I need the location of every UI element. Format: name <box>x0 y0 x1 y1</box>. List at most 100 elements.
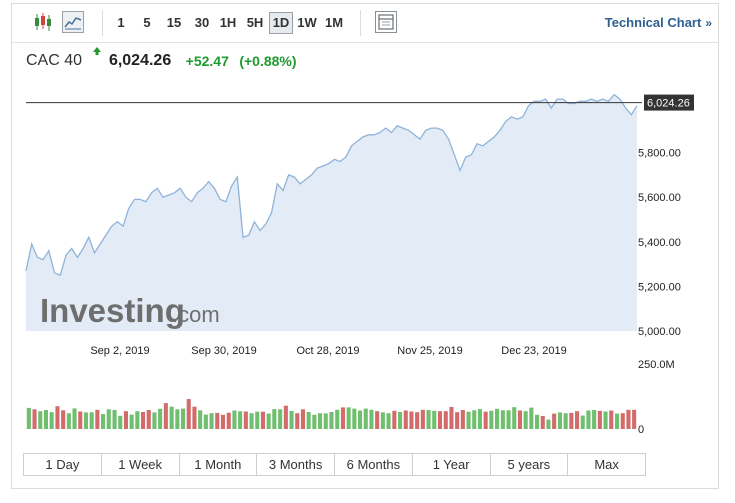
technical-chart-link[interactable]: Technical Chart» <box>605 15 712 30</box>
volume-bar <box>575 411 580 429</box>
range-5-years-button[interactable]: 5 years <box>491 454 569 475</box>
volume-bar <box>529 407 534 429</box>
volume-bar <box>306 412 311 429</box>
volume-bar <box>449 406 454 429</box>
volume-bar <box>215 412 220 429</box>
watermark-brand: Investing <box>40 292 185 329</box>
volume-bar <box>632 409 637 429</box>
interval-1h-button[interactable]: 1H <box>219 15 237 30</box>
x-tick-label: Sep 30, 2019 <box>191 345 256 357</box>
volume-bar <box>392 410 397 429</box>
volume-bar <box>398 412 403 429</box>
volume-bar <box>420 409 425 429</box>
volume-bar <box>129 414 134 429</box>
volume-bar <box>220 414 225 429</box>
volume-bar <box>603 411 608 429</box>
volume-bar <box>557 412 562 429</box>
volume-bar <box>615 413 620 429</box>
interval-15-button[interactable]: 15 <box>166 15 182 30</box>
volume-bar <box>318 413 323 429</box>
volume-bar <box>163 403 168 429</box>
volume-bar <box>329 412 334 429</box>
candlestick-icon[interactable] <box>32 11 54 33</box>
x-tick-label: Dec 23, 2019 <box>501 345 566 357</box>
volume-bar <box>586 410 591 429</box>
volume-bar <box>289 411 294 429</box>
range-6-months-button[interactable]: 6 Months <box>335 454 413 475</box>
volume-bar <box>203 414 208 429</box>
volume-bar <box>169 406 174 429</box>
interval-1-button[interactable]: 1 <box>117 15 125 30</box>
volume-bar <box>83 412 88 429</box>
volume-bar <box>272 409 277 429</box>
volume-bar <box>123 411 128 429</box>
interval-5-button[interactable]: 5 <box>143 15 151 30</box>
y-tick-label: 5,200.00 <box>638 281 681 293</box>
volume-bar <box>506 410 511 429</box>
volume-bar <box>483 411 488 429</box>
volume-bar <box>375 411 380 429</box>
volume-bar <box>192 406 197 429</box>
volume-bar <box>260 411 265 429</box>
volume-bar <box>455 412 460 429</box>
volume-bar <box>135 411 140 429</box>
volume-bar <box>101 414 106 429</box>
interval-30-button[interactable]: 30 <box>194 15 210 30</box>
range-1-week-button[interactable]: 1 Week <box>102 454 180 475</box>
range-1-day-button[interactable]: 1 Day <box>24 454 102 475</box>
interval-1w-button[interactable]: 1W <box>297 15 317 30</box>
toolbar-separator <box>102 10 103 36</box>
volume-bar <box>437 411 442 429</box>
watermark-suffix: .com <box>172 302 220 327</box>
chart-toolbar: 1 5 15 30 1H 5H 1D 1W 1M Technical Chart… <box>12 4 718 43</box>
volume-bar <box>563 413 568 429</box>
volume-bar <box>409 411 414 429</box>
range-1-month-button[interactable]: 1 Month <box>180 454 258 475</box>
volume-bar <box>415 412 420 429</box>
volume-bar <box>609 410 614 429</box>
volume-bar <box>158 408 163 429</box>
volume-bar <box>495 408 500 429</box>
volume-bar <box>38 411 43 429</box>
volume-bar <box>255 411 260 429</box>
range-max-button[interactable]: Max <box>594 457 619 472</box>
volume-bar <box>363 408 368 429</box>
panel-icon[interactable] <box>375 11 397 33</box>
price-line <box>25 93 638 277</box>
current-price-tag: 6,024.26 <box>644 94 694 111</box>
volume-bar <box>323 413 328 429</box>
volume-bar <box>61 410 66 429</box>
volume-bar <box>209 413 214 429</box>
interval-1m-button[interactable]: 1M <box>324 15 344 30</box>
volume-bar <box>249 413 254 429</box>
instrument-name: CAC 40 <box>26 52 83 69</box>
volume-bar <box>226 412 231 429</box>
volume-bar <box>300 409 305 429</box>
price-chart[interactable]: Investing .com 5,800.00 5,600.00 5,400.00 5… <box>12 4 718 444</box>
chevron-right-icon: » <box>705 16 712 30</box>
volume-bar <box>489 410 494 429</box>
interval-5h-button[interactable]: 5H <box>246 15 264 30</box>
volume-bar <box>232 410 237 429</box>
range-3-months-button[interactable]: 3 Months <box>257 454 335 475</box>
volume-bar <box>95 409 100 429</box>
volume-bar <box>460 410 465 429</box>
volume-bar <box>186 399 191 429</box>
area-chart-icon[interactable] <box>62 11 84 33</box>
volume-bar <box>152 412 157 429</box>
y-tick-label: 5,800.00 <box>638 148 681 160</box>
volume-bar <box>443 411 448 429</box>
volume-bar <box>243 411 248 429</box>
interval-1d-button[interactable]: 1D <box>269 12 293 34</box>
range-1-year-button[interactable]: 1 Year <box>413 454 491 475</box>
volume-bar <box>523 411 528 429</box>
volume-bar <box>369 409 374 429</box>
volume-bar <box>238 411 243 429</box>
time-range-selector: 1 Day 1 Week 1 Month 3 Months 6 Months 1… <box>23 453 646 476</box>
price-tag-label: 6,024.26 <box>647 98 690 110</box>
volume-bar <box>432 410 437 429</box>
volume-bar <box>112 410 117 429</box>
volume-bar <box>552 413 557 429</box>
volume-bar <box>278 409 283 429</box>
volume-bar <box>141 412 146 429</box>
